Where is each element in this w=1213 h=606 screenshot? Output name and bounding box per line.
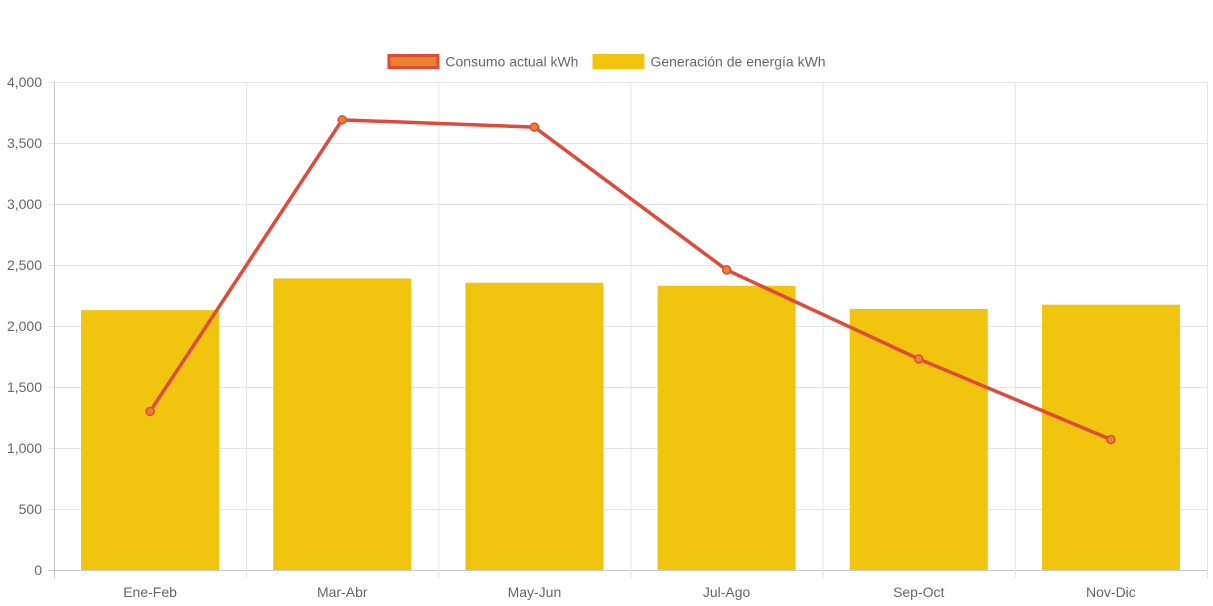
legend: Consumo actual kWh Generación de energía …	[387, 54, 826, 70]
bar-generacion-mar-abr[interactable]	[273, 278, 412, 570]
x-tick-label: Mar-Abr	[317, 584, 368, 600]
x-tick-label: Ene-Feb	[123, 584, 177, 600]
y-tick-label: 3,500	[7, 135, 42, 151]
y-tick-label: 1,000	[7, 440, 42, 456]
line-series	[145, 115, 1116, 445]
bar-generacion-may-jun[interactable]	[465, 282, 604, 570]
legend-item-generacion[interactable]: Generación de energía kWh	[592, 54, 826, 70]
x-tick-label: Jul-Ago	[703, 584, 751, 600]
axes: 0 500 1,000 1,500 2,000 2,500 3,000 3,500 4,000 E…	[7, 74, 1136, 600]
legend-swatch	[592, 54, 645, 69]
consumo-point-nov-dic[interactable]	[1106, 434, 1116, 445]
legend-item-consumo[interactable]: Consumo actual kWh	[387, 54, 579, 70]
consumo-point-mar-abr[interactable]	[337, 115, 347, 125]
legend-label: Generación de energía kWh	[650, 54, 825, 70]
y-tick-label: 3,000	[7, 196, 42, 212]
y-tick-label: 2,000	[7, 318, 42, 334]
y-tick-label: 1,500	[7, 379, 42, 395]
bar-series	[81, 278, 1180, 570]
consumo-point-ene-feb[interactable]	[145, 406, 155, 417]
y-tick-label: 500	[19, 501, 43, 517]
consumo-point-sep-oct[interactable]	[914, 354, 924, 364]
consumo-point-may-jun[interactable]	[529, 122, 540, 132]
legend-label: Consumo actual kWh	[445, 54, 578, 70]
x-tick-label: May-Jun	[508, 584, 562, 600]
bar-generacion-ene-feb[interactable]	[81, 310, 220, 570]
bar-generacion-sep-oct[interactable]	[849, 308, 988, 570]
y-tick-label: 0	[34, 562, 42, 578]
consumo-line	[148, 118, 1112, 442]
bar-generacion-jul-ago[interactable]	[657, 285, 796, 570]
legend-swatch	[387, 54, 440, 69]
grid-lines	[48, 82, 1208, 578]
consumo-point-jul-ago[interactable]	[721, 265, 732, 275]
y-tick-label: 4,000	[7, 74, 42, 90]
x-tick-label: Nov-Dic	[1086, 584, 1136, 600]
y-tick-label: 2,500	[7, 257, 42, 273]
x-tick-label: Sep-Oct	[893, 584, 944, 600]
